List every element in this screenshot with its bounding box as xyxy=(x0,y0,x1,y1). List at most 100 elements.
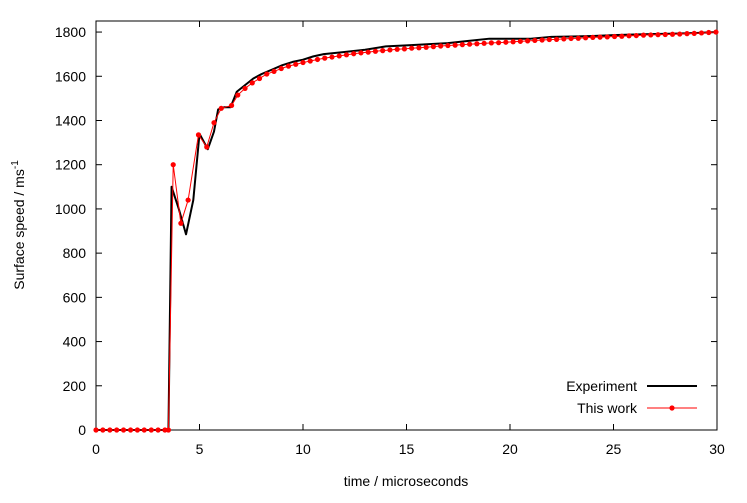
data-point-this-work xyxy=(611,33,618,40)
x-tick-label: 25 xyxy=(606,441,622,457)
data-point-this-work xyxy=(120,427,127,433)
data-point-this-work xyxy=(510,39,516,45)
y-tick-label: 200 xyxy=(63,378,87,394)
data-point-this-work xyxy=(178,220,184,226)
data-point-this-work xyxy=(249,80,255,86)
data-point-this-work xyxy=(127,427,134,433)
data-point-this-work xyxy=(655,32,661,38)
data-point-this-work xyxy=(517,38,523,44)
x-tick-label: 0 xyxy=(92,441,100,457)
data-point-this-work xyxy=(204,144,210,150)
y-tick-label: 1000 xyxy=(55,201,86,217)
data-point-this-work xyxy=(452,42,458,48)
data-point-this-work xyxy=(165,427,172,433)
data-point-this-work xyxy=(568,35,574,42)
y-axis-title-superscript: -1 xyxy=(10,160,21,169)
data-point-this-work xyxy=(532,37,538,44)
data-point-this-work xyxy=(597,34,603,40)
data-point-this-work xyxy=(155,427,161,433)
data-point-this-work xyxy=(314,56,321,63)
data-point-this-work xyxy=(134,427,140,433)
data-point-this-work xyxy=(467,41,473,47)
x-tick-label: 10 xyxy=(295,441,311,457)
data-point-this-work xyxy=(300,59,306,66)
x-axis-title: time / microseconds xyxy=(344,473,468,489)
series-layer xyxy=(93,29,719,433)
data-point-this-work xyxy=(546,36,552,43)
data-point-this-work xyxy=(278,65,284,72)
x-tick-label: 30 xyxy=(709,441,725,457)
x-tick-label: 20 xyxy=(502,441,518,457)
data-point-this-work xyxy=(575,35,581,41)
data-point-this-work xyxy=(438,43,444,49)
y-tick-label: 1400 xyxy=(55,112,86,128)
data-point-this-work xyxy=(459,42,465,48)
data-point-this-work xyxy=(669,31,676,37)
legend: Experiment This work xyxy=(566,378,697,416)
data-point-this-work xyxy=(640,32,647,38)
data-point-this-work xyxy=(336,53,342,59)
data-point-this-work xyxy=(93,427,99,433)
data-point-this-work xyxy=(401,46,408,52)
data-point-this-work xyxy=(539,37,545,43)
data-point-this-work xyxy=(228,102,235,109)
data-point-this-work xyxy=(525,38,531,44)
data-point-this-work xyxy=(503,39,509,45)
data-point-this-work xyxy=(409,45,415,51)
data-point-this-work xyxy=(307,58,313,64)
data-point-this-work xyxy=(604,34,610,40)
data-point-this-work xyxy=(713,29,719,35)
data-point-this-work xyxy=(264,71,270,77)
data-point-this-work xyxy=(662,31,668,38)
data-point-this-work xyxy=(481,40,487,46)
legend-label-this-work: This work xyxy=(577,400,638,416)
x-tick-label: 15 xyxy=(399,441,415,457)
data-point-this-work xyxy=(351,51,357,57)
y-tick-label: 800 xyxy=(63,245,87,261)
data-point-this-work xyxy=(235,92,241,98)
data-point-this-work xyxy=(211,120,217,126)
data-point-this-work xyxy=(619,33,625,39)
data-point-this-work xyxy=(218,105,224,111)
data-point-this-work xyxy=(358,50,364,56)
x-tick-label: 5 xyxy=(196,441,204,457)
data-point-this-work xyxy=(256,75,263,82)
data-point-this-work xyxy=(100,427,106,433)
data-point-this-work xyxy=(626,33,632,39)
data-point-this-work xyxy=(107,427,113,433)
data-point-this-work xyxy=(553,36,560,42)
data-point-this-work xyxy=(416,45,422,51)
data-point-this-work xyxy=(488,40,494,46)
legend-label-experiment: Experiment xyxy=(566,378,637,394)
data-point-this-work xyxy=(684,30,690,37)
data-point-this-work xyxy=(496,40,502,46)
data-point-this-work xyxy=(706,29,712,36)
legend-marker-this-work xyxy=(669,405,675,411)
data-point-this-work xyxy=(322,55,328,61)
data-point-this-work xyxy=(185,197,191,203)
data-point-this-work xyxy=(648,32,654,38)
data-point-this-work xyxy=(394,46,400,52)
y-tick-label: 600 xyxy=(63,289,87,305)
data-point-this-work xyxy=(365,49,371,55)
plot-frame xyxy=(95,20,718,431)
y-axis-title-main: Surface speed / ms xyxy=(11,169,27,290)
data-point-this-work xyxy=(582,35,589,41)
series-line-this-work xyxy=(96,31,717,431)
y-axis-title: Surface speed / ms-1 xyxy=(10,160,27,290)
data-point-this-work xyxy=(698,30,705,36)
data-point-this-work xyxy=(148,427,154,433)
y-axis: 0 200 400 600 800 1000 1200 1400 1600 1800 xyxy=(55,24,717,438)
data-point-this-work xyxy=(561,36,567,42)
data-point-this-work xyxy=(387,47,393,53)
data-point-this-work xyxy=(343,52,350,58)
data-point-this-work xyxy=(329,54,335,60)
data-point-this-work xyxy=(271,68,277,75)
data-point-this-work xyxy=(380,48,386,54)
data-point-this-work xyxy=(590,34,596,40)
data-point-this-work xyxy=(372,48,379,54)
data-point-this-work xyxy=(430,44,437,50)
data-point-this-work xyxy=(474,41,480,47)
data-point-this-work xyxy=(242,85,248,92)
